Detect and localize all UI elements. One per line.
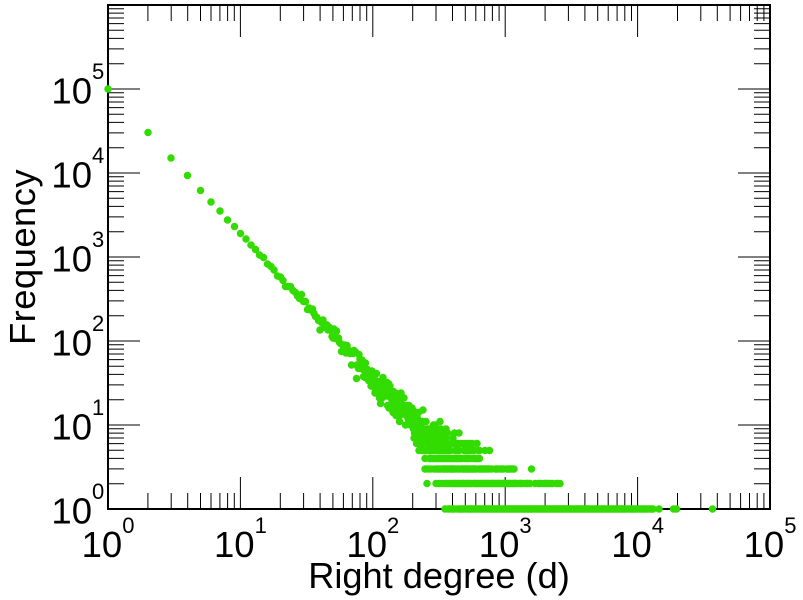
svg-text:1: 1 bbox=[92, 395, 104, 420]
svg-text:4: 4 bbox=[92, 143, 104, 168]
svg-text:10: 10 bbox=[51, 490, 92, 531]
svg-text:5: 5 bbox=[784, 513, 796, 538]
svg-text:10: 10 bbox=[346, 524, 387, 565]
svg-text:10: 10 bbox=[51, 322, 92, 363]
svg-text:1: 1 bbox=[255, 513, 267, 538]
svg-text:0: 0 bbox=[92, 479, 104, 504]
svg-text:5: 5 bbox=[92, 59, 104, 84]
svg-text:10: 10 bbox=[51, 238, 92, 279]
svg-text:3: 3 bbox=[92, 227, 104, 252]
svg-text:Frequency: Frequency bbox=[2, 169, 43, 345]
svg-text:10: 10 bbox=[82, 524, 123, 565]
svg-text:Right degree (d): Right degree (d) bbox=[308, 555, 570, 596]
svg-text:4: 4 bbox=[652, 513, 664, 538]
svg-text:10: 10 bbox=[51, 154, 92, 195]
svg-text:10: 10 bbox=[51, 406, 92, 447]
svg-text:10: 10 bbox=[51, 70, 92, 111]
svg-text:10: 10 bbox=[479, 524, 520, 565]
svg-text:3: 3 bbox=[519, 513, 531, 538]
svg-text:2: 2 bbox=[387, 513, 399, 538]
svg-text:2: 2 bbox=[92, 311, 104, 336]
svg-text:10: 10 bbox=[214, 524, 255, 565]
svg-text:0: 0 bbox=[122, 513, 134, 538]
svg-text:10: 10 bbox=[611, 524, 652, 565]
svg-text:10: 10 bbox=[744, 524, 785, 565]
